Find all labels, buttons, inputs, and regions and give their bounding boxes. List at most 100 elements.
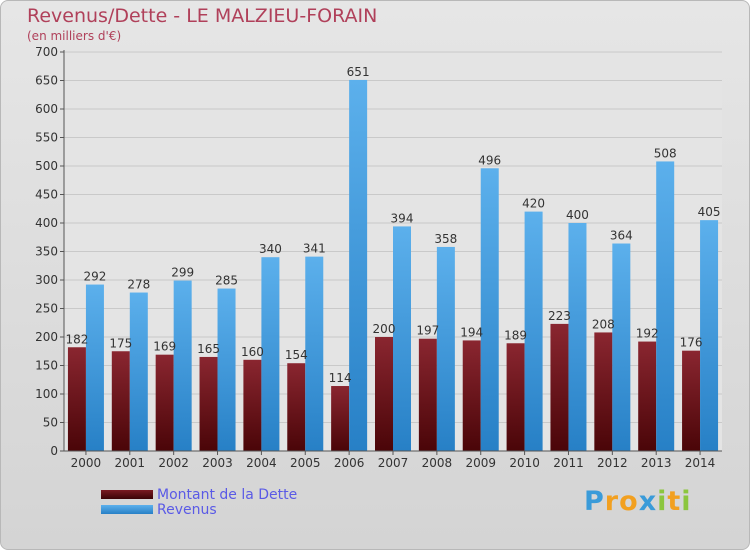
bar-debt [462,340,481,451]
data-label: 192 [636,327,659,341]
bar-revenue [261,257,280,451]
data-label: 182 [65,332,88,346]
bar-debt [418,338,437,451]
bar-debt [287,363,306,451]
x-tick-label: 2005 [290,456,321,470]
y-tick-label: 550 [35,131,58,145]
bar-debt [155,354,174,451]
x-tick-label: 2014 [685,456,716,470]
y-tick-label: 300 [35,273,58,287]
data-label: 197 [416,324,439,338]
y-tick-label: 450 [35,188,58,202]
x-tick-label: 2006 [334,456,365,470]
bar-revenue [436,246,455,451]
data-label: 189 [504,328,527,342]
data-label: 278 [127,278,150,292]
proxiti-logo: Proxiti [584,486,692,517]
bar-debt [67,347,86,451]
data-label: 154 [285,348,308,362]
data-label: 341 [303,242,326,256]
legend-label-revenue: Revenus [157,502,217,518]
logo-letter: i [681,486,692,517]
bar-debt [506,343,525,451]
bar-revenue [173,280,192,451]
bar-revenue [349,79,368,452]
data-label: 651 [347,65,370,79]
bar-revenue [305,256,324,451]
bar-debt [199,356,218,451]
bar-revenue [524,211,543,451]
bar-revenue [700,220,719,451]
data-label: 364 [610,229,633,243]
logo-letter: i [657,486,668,517]
logo-letter: t [667,486,682,517]
data-label: 175 [109,336,132,350]
data-label: 340 [259,242,282,256]
x-tick-label: 2001 [115,456,146,470]
data-label: 114 [329,371,352,385]
y-tick-label: 200 [35,330,58,344]
x-tick-label: 2009 [465,456,496,470]
bar-revenue [217,288,236,451]
x-tick-label: 2011 [553,456,584,470]
data-label: 394 [391,211,414,225]
chart-title: Revenus/Dette - LE MALZIEU-FORAIN [27,5,378,27]
x-tick-label: 2010 [509,456,540,470]
data-label: 160 [241,345,264,359]
bar-debt [638,341,657,451]
bar-debt [243,359,262,451]
data-label: 200 [373,322,396,336]
data-label: 400 [566,208,589,222]
x-tick-label: 2013 [641,456,672,470]
bar-debt [111,351,130,451]
x-tick-label: 2002 [158,456,189,470]
data-label: 405 [698,205,721,219]
data-label: 223 [548,309,571,323]
bar-revenue [129,292,148,451]
data-label: 508 [654,146,677,160]
y-tick-label: 150 [35,359,58,373]
x-tick-label: 2000 [71,456,102,470]
bar-debt [331,386,350,451]
data-label: 299 [171,266,194,280]
legend-label-debt: Montant de la Dette [157,487,298,503]
data-label: 169 [153,340,176,354]
data-label: 194 [460,325,483,339]
x-tick-label: 2008 [422,456,453,470]
chart-subtitle: (en milliers d'€) [27,29,122,43]
data-label: 420 [522,197,545,211]
legend-swatch-debt [101,490,153,499]
legend-swatch-revenue [101,505,153,514]
y-tick-label: 350 [35,245,58,259]
logo-letter: P [584,486,605,517]
data-label: 165 [197,342,220,356]
logo-letter: o [619,486,639,517]
bar-revenue [612,243,631,451]
logo-letter: r [604,486,620,517]
y-tick-label: 700 [35,45,58,59]
bar-revenue [568,223,587,451]
logo-letter: x [638,486,658,517]
bar-debt [375,337,393,451]
bar-revenue [656,161,675,451]
bar-debt [550,323,569,451]
bar-debt [682,350,701,451]
x-tick-label: 2007 [378,456,409,470]
y-tick-label: 650 [35,74,58,88]
bar-revenue [393,226,411,451]
y-tick-label: 400 [35,216,58,230]
data-label: 176 [680,336,703,350]
y-tick-label: 250 [35,302,58,316]
data-label: 285 [215,274,238,288]
bar-revenue [480,168,499,451]
bar-debt [594,332,613,451]
data-label: 208 [592,317,615,331]
x-tick-label: 2012 [597,456,628,470]
y-tick-label: 500 [35,159,58,173]
data-label: 358 [434,232,457,246]
y-tick-label: 100 [35,387,58,401]
bar-revenue [85,284,104,451]
y-tick-label: 600 [35,102,58,116]
data-label: 496 [478,153,501,167]
